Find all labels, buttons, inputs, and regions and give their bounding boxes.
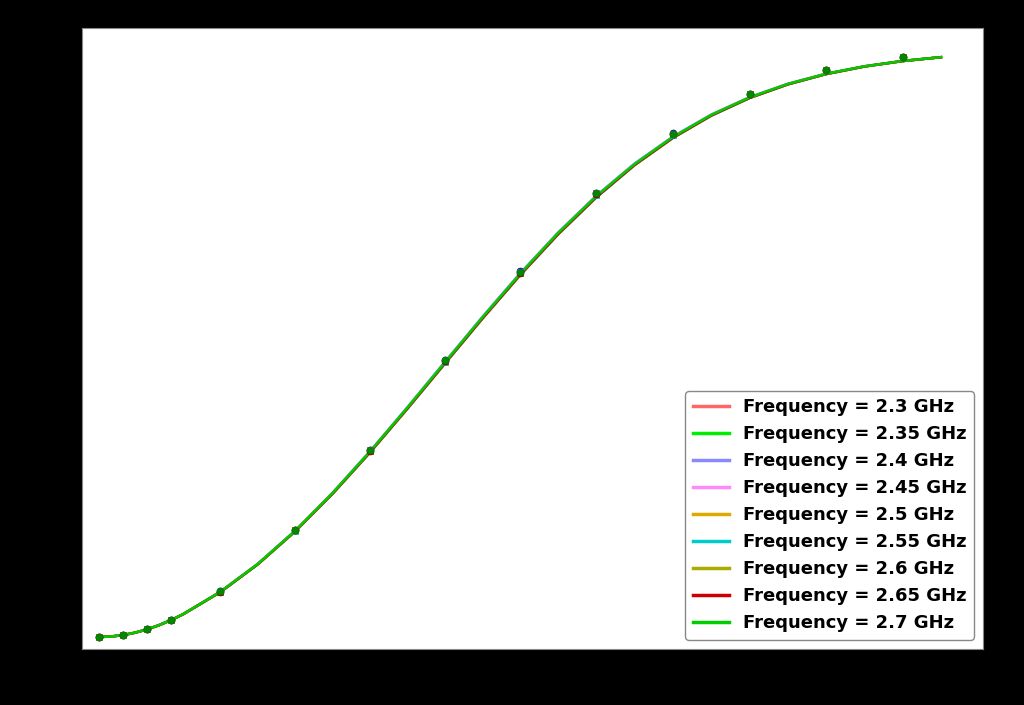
- Legend: Frequency = 2.3 GHz, Frequency = 2.35 GHz, Frequency = 2.4 GHz, Frequency = 2.45: Frequency = 2.3 GHz, Frequency = 2.35 GH…: [685, 391, 974, 639]
